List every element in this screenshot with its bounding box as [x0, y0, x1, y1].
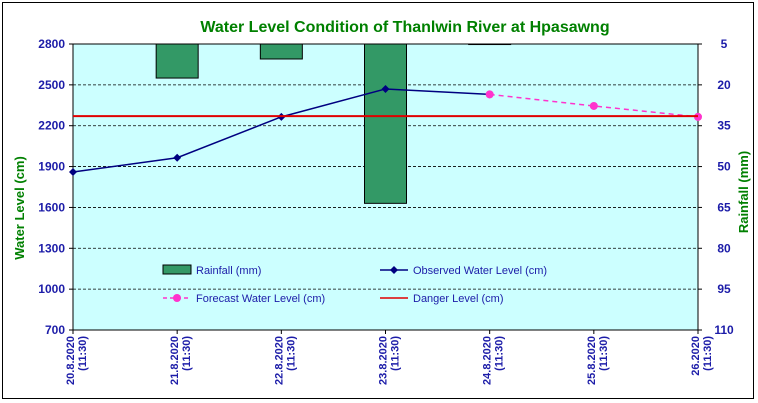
y-tick-label-left: 1600	[38, 200, 65, 214]
legend-label: Danger Level (cm)	[413, 293, 503, 305]
plot-area: 700 1000 1300 1600 1900 2200 2500 2800 5 20 35 50 65…	[38, 37, 734, 385]
rainfall-bar	[155, 43, 199, 79]
forecast-point	[589, 101, 598, 110]
legend-label: Forecast Water Level (cm)	[196, 293, 325, 305]
y-tick-label-left: 2800	[38, 37, 65, 51]
chart-title: Water Level Condition of Thanlwin River …	[200, 19, 609, 36]
y-tick-label-left: 2500	[38, 78, 65, 92]
x-tick-label: 23.8.2020(11:30)	[378, 336, 402, 385]
x-tick-label: 22.8.2020(11:30)	[273, 336, 297, 385]
y-tick-label-right: 5	[721, 37, 728, 51]
x-tick-label: 25.8.2020(11:30)	[586, 336, 610, 385]
observed-point	[69, 168, 77, 177]
legend-label: Observed Water Level (cm)	[413, 265, 547, 277]
legend-label: Rainfall (mm)	[196, 265, 261, 277]
y-tick-label-right: 110	[714, 323, 734, 337]
y-tick-label-right: 80	[717, 241, 731, 255]
y-tick-label-right: 65	[717, 200, 731, 214]
series-line	[489, 93, 699, 118]
y-tick-label-right: 35	[717, 119, 731, 133]
forecast-point	[485, 90, 494, 99]
observed-point	[381, 84, 390, 93]
y-tick-label-left: 1300	[38, 241, 65, 255]
rainfall-bar	[364, 43, 407, 204]
y-tick-label-left: 700	[45, 323, 65, 337]
legend: Rainfall (mm) Observed Water Level (cm) Fo…	[162, 264, 547, 305]
observed-point	[173, 153, 182, 162]
rainfall-bar	[259, 43, 303, 60]
y-tick-label-left: 2200	[38, 119, 65, 133]
x-tick-label: 24.8.2020(11:30)	[482, 336, 506, 385]
x-tick-label: 20.8.2020(11:30)	[65, 336, 89, 385]
x-tick-label: 21.8.2020(11:30)	[169, 336, 193, 385]
y-tick-label-right: 20	[717, 78, 731, 92]
y-axis-label-left: Water Level (cm)	[12, 156, 27, 260]
y-tick-label-right: 50	[717, 160, 731, 174]
legend-swatch-rainfall	[162, 264, 192, 275]
y-tick-label-left: 1000	[38, 282, 65, 296]
legend-marker	[173, 294, 181, 302]
y-tick-label-left: 1900	[38, 160, 65, 174]
legend-marker	[390, 266, 398, 274]
x-tick-label: 26.2020(11:30)	[690, 336, 714, 376]
y-axis-label-right: Rainfall (mm)	[736, 151, 751, 233]
y-tick-label-right: 95	[717, 282, 731, 296]
rainfall-bar	[468, 43, 512, 46]
